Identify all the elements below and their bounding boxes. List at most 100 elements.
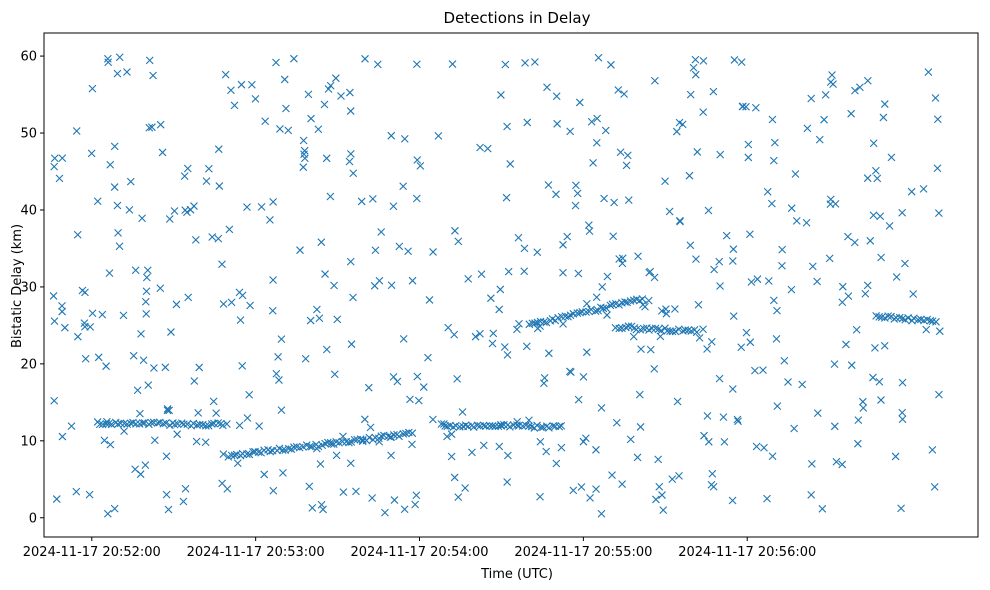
data-point bbox=[792, 217, 801, 225]
data-point bbox=[304, 90, 313, 99]
data-point bbox=[686, 90, 695, 99]
data-point bbox=[764, 277, 773, 285]
data-point bbox=[260, 470, 269, 479]
data-point bbox=[305, 482, 314, 491]
data-point bbox=[307, 114, 315, 123]
data-point bbox=[486, 294, 495, 303]
data-point bbox=[320, 100, 329, 109]
data-point bbox=[692, 255, 700, 263]
data-point bbox=[373, 60, 382, 69]
data-point bbox=[488, 422, 497, 430]
data-point bbox=[106, 160, 115, 169]
data-point bbox=[520, 244, 529, 253]
data-point bbox=[448, 60, 457, 68]
data-point bbox=[113, 69, 122, 78]
data-point bbox=[871, 344, 879, 352]
y-tick-label: 30 bbox=[20, 280, 37, 295]
data-point bbox=[778, 245, 787, 254]
data-point bbox=[503, 350, 512, 359]
data-point bbox=[120, 427, 128, 436]
data-point bbox=[671, 305, 679, 313]
data-point bbox=[214, 419, 223, 427]
data-point bbox=[877, 396, 885, 404]
data-point bbox=[280, 75, 289, 84]
data-point bbox=[599, 304, 608, 313]
data-point bbox=[451, 226, 459, 235]
data-point bbox=[201, 438, 210, 447]
data-point bbox=[798, 380, 807, 389]
data-point bbox=[165, 215, 174, 223]
data-point bbox=[587, 117, 596, 126]
data-point bbox=[73, 332, 82, 341]
data-point bbox=[552, 459, 561, 468]
data-point bbox=[859, 404, 868, 412]
data-point bbox=[869, 211, 878, 220]
data-point bbox=[544, 349, 553, 358]
data-point bbox=[820, 115, 828, 124]
data-point bbox=[892, 273, 901, 281]
data-point bbox=[891, 452, 900, 461]
x-tick-label: 2024-11-17 20:56:00 bbox=[678, 545, 816, 560]
data-point bbox=[323, 438, 332, 447]
data-point bbox=[162, 490, 171, 499]
data-point bbox=[825, 254, 834, 263]
data-point bbox=[877, 253, 886, 262]
data-point bbox=[574, 269, 583, 278]
data-point bbox=[592, 138, 601, 147]
data-point bbox=[691, 55, 700, 64]
x-tick-label: 2024-11-17 20:53:00 bbox=[187, 545, 325, 560]
data-point bbox=[389, 202, 398, 211]
data-point bbox=[346, 257, 355, 266]
data-point bbox=[598, 282, 607, 291]
data-point bbox=[133, 386, 142, 395]
data-point bbox=[145, 56, 154, 65]
data-point bbox=[332, 451, 341, 460]
data-point bbox=[808, 262, 817, 271]
data-point bbox=[832, 457, 841, 466]
data-point bbox=[772, 335, 781, 343]
data-point bbox=[866, 236, 875, 245]
data-point bbox=[284, 126, 293, 135]
data-point bbox=[571, 201, 580, 210]
data-point bbox=[338, 437, 347, 446]
data-point bbox=[227, 298, 236, 307]
x-tick-label: 2024-11-17 20:54:00 bbox=[350, 545, 488, 560]
data-point bbox=[708, 469, 717, 478]
data-point bbox=[593, 114, 602, 123]
data-point bbox=[898, 378, 907, 387]
data-point bbox=[81, 354, 90, 363]
data-point bbox=[306, 316, 315, 325]
data-point bbox=[579, 373, 588, 381]
data-point bbox=[791, 170, 800, 178]
data-point bbox=[624, 322, 633, 331]
data-point bbox=[760, 443, 768, 452]
data-point bbox=[545, 423, 553, 432]
data-point bbox=[652, 495, 660, 504]
data-point bbox=[699, 108, 708, 117]
data-point bbox=[284, 444, 293, 453]
data-point bbox=[163, 406, 172, 415]
data-point bbox=[477, 270, 486, 278]
data-point bbox=[704, 437, 713, 446]
data-point bbox=[575, 98, 584, 107]
data-point bbox=[778, 261, 786, 270]
data-point bbox=[715, 257, 724, 266]
data-point bbox=[365, 433, 374, 442]
data-point bbox=[497, 420, 505, 429]
data-point bbox=[58, 154, 67, 162]
data-point bbox=[395, 432, 403, 441]
data-point bbox=[233, 459, 242, 468]
data-point bbox=[100, 436, 109, 445]
data-point bbox=[909, 290, 918, 298]
data-point bbox=[734, 417, 742, 426]
data-point bbox=[137, 329, 145, 338]
data-point bbox=[530, 58, 539, 66]
data-point bbox=[515, 319, 523, 328]
data-point bbox=[909, 314, 918, 323]
data-point bbox=[587, 305, 596, 314]
data-point bbox=[651, 324, 660, 333]
data-point bbox=[616, 148, 625, 157]
data-point bbox=[684, 326, 693, 335]
data-point bbox=[768, 115, 777, 124]
